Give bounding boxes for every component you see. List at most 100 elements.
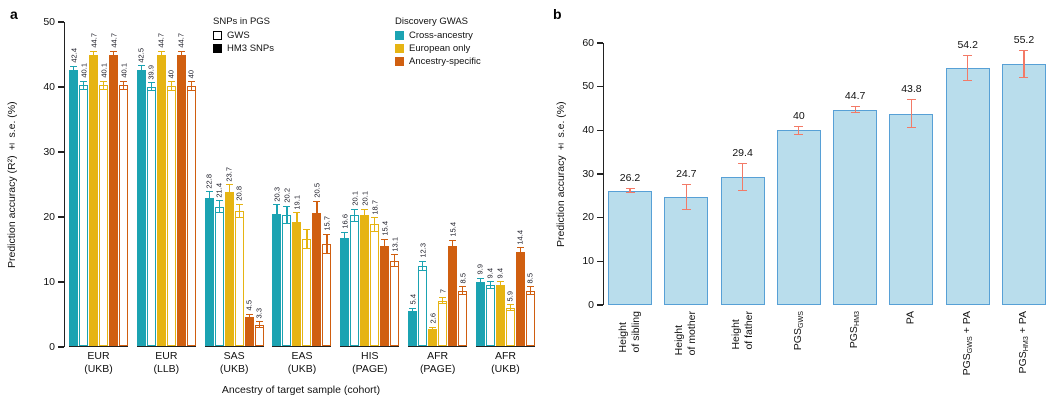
error-bar — [235, 203, 243, 218]
bar-cell: 9.9 — [476, 22, 485, 346]
group-label: HIS (PAGE) — [352, 350, 387, 375]
bar-category-label: Height of father — [729, 311, 755, 350]
bar-spec-gws — [525, 290, 535, 346]
error-bar-line — [432, 327, 434, 331]
y-axis-tick-label: 0 — [49, 340, 55, 353]
error-bar — [361, 208, 369, 222]
bar-spec-hm3 — [448, 245, 458, 346]
group-label-line: (UKB) — [84, 362, 113, 375]
bar-value-label: 55.2 — [1013, 34, 1035, 46]
y-axis-tick-label: 10 — [582, 254, 594, 267]
y-axis-tick-label: 50 — [43, 15, 55, 28]
legend-label-hm3: HM3 SNPs — [227, 43, 274, 54]
bar-value-label: 15.4 — [380, 221, 390, 236]
error-bar-line — [354, 209, 356, 221]
y-axis-tick-label: 20 — [43, 210, 55, 223]
bar-category-label: Height of mother — [673, 311, 699, 355]
panel-a-plot: 42.4 40.1 44.7 40.1 44.7 40.1 EUR (UKB) 42.5 39.9… — [43, 16, 539, 375]
label-text: Height — [729, 319, 742, 350]
label-text: PGS — [791, 328, 804, 351]
bar-cell: 54.2 PGSGWS + PA — [945, 39, 990, 375]
error-bar-line — [72, 66, 75, 74]
bar-cross-gws — [485, 284, 495, 346]
bar-cell: 39.9 — [147, 22, 156, 346]
group-label-line: (PAGE) — [352, 362, 388, 375]
bar-spec-hm3 — [109, 55, 118, 346]
bar-cell: 14.4 — [516, 22, 525, 346]
bar-value-label: 5.9 — [505, 290, 515, 302]
bar-value-label: 20.8 — [234, 186, 244, 201]
error-bar — [205, 191, 213, 205]
error-bar-line — [798, 126, 800, 135]
bar-group: 42.5 39.9 44.7 40 44.7 40 EUR (LLB) — [137, 22, 196, 375]
bar-cross-gws — [146, 86, 156, 346]
bar-cell: 7 — [438, 22, 448, 346]
bar-value-label: 21.4 — [214, 182, 224, 198]
error-bar-line — [741, 163, 744, 190]
legend-item-cross-ancestry: Cross-ancestry — [395, 30, 481, 41]
error-bar — [963, 55, 973, 82]
bar-category-label: PA — [905, 311, 918, 324]
bar-value-label: 8.5 — [525, 272, 535, 284]
error-bar — [794, 125, 804, 136]
group-label-line: EUR — [155, 350, 178, 362]
error-bar — [283, 205, 291, 224]
bar-cell: 18.7 — [370, 22, 380, 346]
bar-value-label: 44.7 — [156, 33, 166, 48]
bar-euro-gws — [370, 224, 380, 346]
bar-category-label: PGSHM3 + PA — [1017, 311, 1031, 373]
legend-snps-title: SNPs in PGS — [213, 16, 271, 27]
error-bar — [255, 321, 263, 328]
bar-cell: 29.4 Height of father — [720, 43, 765, 350]
label-text: PGS — [1016, 351, 1029, 374]
bar-value-label: 40 — [186, 70, 196, 79]
bar-cell: 40.1 — [79, 22, 88, 346]
bar-category-label-line: of sibling — [630, 311, 643, 352]
bar-cell — [302, 22, 312, 346]
bar-value-label: 40.1 — [118, 63, 128, 78]
error-bar — [245, 313, 253, 320]
bar-spec-hm3 — [312, 212, 322, 346]
bar-spec-hm3 — [515, 252, 525, 346]
error-bar-line — [286, 206, 288, 223]
bar — [889, 113, 934, 305]
y-axis-tick — [597, 304, 603, 306]
bar-cell: 5.9 — [506, 22, 515, 346]
error-bar-line — [122, 81, 125, 89]
y-axis-tick-label: 50 — [582, 80, 594, 93]
error-bar — [906, 99, 916, 129]
error-bar-line — [180, 51, 182, 59]
error-bar — [70, 65, 77, 75]
y-axis-tick-label: 30 — [582, 167, 594, 180]
bar-cell: 4.5 — [244, 22, 254, 346]
bar-category-label-line: PGSHM3 — [848, 311, 862, 348]
bar-category-label: PGSGWS — [792, 311, 806, 350]
error-bar — [850, 106, 860, 114]
bar — [664, 197, 709, 305]
error-bar — [293, 212, 301, 232]
error-bar-line — [412, 308, 414, 314]
bar-value-label: 20.1 — [360, 191, 370, 206]
y-axis-tick-label: 30 — [43, 145, 55, 158]
error-bar — [303, 229, 311, 249]
label-text: + PA — [1016, 311, 1029, 337]
error-bar-line — [276, 205, 278, 223]
error-bar — [625, 187, 635, 194]
legend-label-cross-ancestry: Cross-ancestry — [409, 30, 473, 41]
error-bar-line — [422, 261, 424, 271]
bar-spec-hm3 — [176, 55, 186, 346]
bar-group: 9.9 9.4 9.4 5.9 14.4 8.5 AFR (UKB) — [476, 22, 535, 375]
legend-label-gws: GWS — [227, 30, 250, 41]
legend-label-european-only: European only — [409, 43, 471, 54]
label-subscript: GWS — [796, 311, 805, 329]
bar-cell: 42.4 — [69, 22, 78, 346]
error-bar — [681, 184, 691, 211]
bar-cross-hm3 — [475, 281, 485, 346]
panel-b-plot: 26.2 Height of sibling 24.7 Height of mother 2… — [582, 34, 1050, 375]
error-bar — [516, 247, 524, 258]
error-bar-line — [529, 287, 532, 295]
bar-value-label: 39.9 — [146, 64, 156, 80]
error-bar-line — [238, 204, 240, 217]
bar-cell: 44.7 — [109, 22, 118, 346]
bar-value-label: 4.5 — [244, 300, 254, 311]
